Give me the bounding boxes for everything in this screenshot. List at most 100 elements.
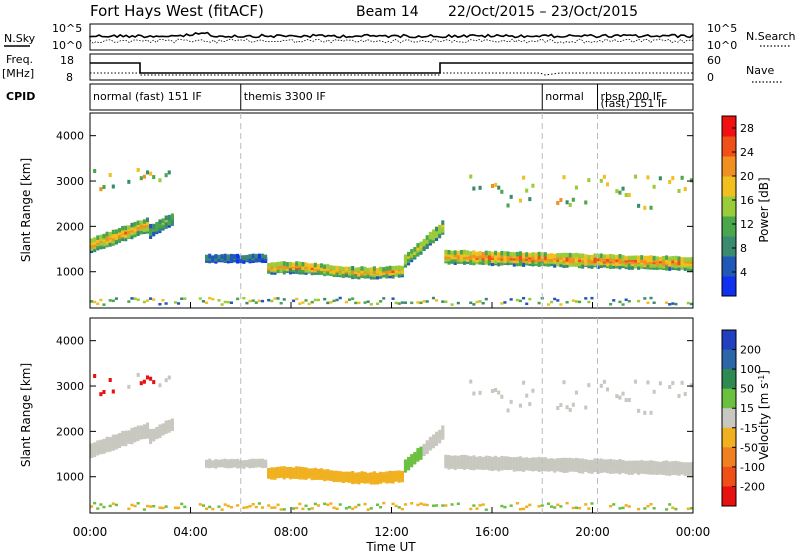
velocity-cell [173, 506, 178, 510]
velocity-cell [419, 451, 423, 456]
power-cell [310, 300, 314, 304]
velocity-cell [661, 460, 666, 466]
velocity-cell [609, 462, 613, 467]
velocity-cell [618, 395, 622, 400]
power-cell [500, 302, 504, 305]
velocity-cell [298, 475, 302, 480]
velocity-cell [686, 507, 690, 511]
velocity-cell [652, 460, 656, 466]
velocity-cell [99, 503, 103, 506]
power-cell [637, 299, 641, 303]
power-cell [658, 263, 662, 268]
velocity-cell [282, 469, 286, 474]
velocity-cell [506, 408, 510, 413]
power-cell [133, 297, 137, 300]
power-cell [677, 263, 681, 268]
velocity-cell [637, 460, 641, 466]
power-cell [403, 254, 408, 259]
velocity-cell [447, 465, 451, 470]
velocity-cell [313, 467, 317, 473]
power-cell [93, 237, 97, 242]
velocity-cell [341, 471, 345, 477]
power-cell [571, 197, 575, 202]
velocity-cell [571, 402, 575, 407]
velocity-cell [686, 462, 690, 467]
power-panel: 1000 2000 3000 4000 Slant Range [km] [19, 112, 694, 309]
velocity-cell [242, 464, 246, 469]
velocity-cell [105, 439, 109, 445]
x-tick-label: 20:00 [575, 525, 610, 539]
velocity-cell [462, 457, 467, 462]
power-cell [347, 298, 352, 301]
power-cell [282, 264, 286, 269]
power-cell [528, 297, 532, 301]
velocity-cell [326, 475, 330, 481]
velocity-cell [655, 466, 659, 471]
power-cell [270, 262, 274, 267]
power-cell [385, 266, 389, 271]
power-cell [469, 301, 473, 305]
power-cell [114, 240, 118, 245]
velocity-cell [637, 470, 641, 475]
velocity-cell [571, 466, 575, 471]
power-cell [279, 301, 283, 305]
power-cell [385, 274, 389, 279]
power-cell [633, 262, 638, 268]
velocity-cell [96, 507, 100, 510]
power-cell [170, 213, 174, 218]
velocity-cell [565, 461, 569, 467]
velocity-cell [136, 425, 140, 431]
power-cell [497, 255, 501, 261]
power-cell [307, 263, 311, 268]
power-cell [164, 173, 168, 178]
power-cell [391, 268, 395, 274]
velocity-cell [577, 458, 582, 463]
power-cell [525, 254, 529, 260]
power-cell [515, 251, 519, 257]
power-cell [506, 260, 510, 266]
power-cell [313, 270, 317, 275]
velocity-cell [671, 506, 675, 509]
velocity-cell [668, 461, 672, 466]
nsearch-trace [89, 38, 694, 44]
velocity-cell [571, 458, 575, 463]
velocity-cell [593, 462, 597, 467]
velocity-cell [257, 461, 261, 467]
power-cell [375, 302, 380, 306]
velocity-cell [316, 504, 321, 507]
power-cell [248, 254, 252, 259]
power-cell [562, 263, 566, 269]
velocity-cell [276, 466, 280, 472]
power-cell [671, 258, 675, 264]
power-cell [506, 251, 510, 256]
power-cell [484, 259, 488, 264]
velocity-cell [553, 463, 557, 468]
power-cell [661, 255, 666, 261]
power-cell [472, 186, 476, 191]
velocity-cell [550, 462, 554, 468]
power-cell [419, 246, 423, 251]
colorbar-swatch [722, 216, 736, 237]
velocity-cell [344, 507, 348, 510]
power-cell [133, 232, 137, 238]
power-cell [410, 255, 414, 261]
power-cell [497, 185, 501, 190]
power-cell [431, 296, 436, 300]
velocity-cell [587, 383, 591, 388]
power-cell [565, 256, 569, 262]
power-cell [637, 203, 641, 208]
power-cell [363, 271, 367, 276]
velocity-cell [459, 454, 463, 460]
velocity-cell [310, 475, 314, 481]
velocity-cell [99, 392, 103, 397]
velocity-cell [438, 429, 442, 435]
velocity-cell [152, 380, 156, 385]
power-cell [422, 238, 426, 244]
velocity-cell [201, 504, 205, 507]
velocity-cell [621, 506, 625, 510]
x-axis-label: Time UT [365, 540, 416, 554]
velocity-cell [295, 468, 299, 474]
power-cell [456, 253, 460, 258]
velocity-cell [553, 468, 557, 473]
velocity-cell [425, 440, 429, 445]
